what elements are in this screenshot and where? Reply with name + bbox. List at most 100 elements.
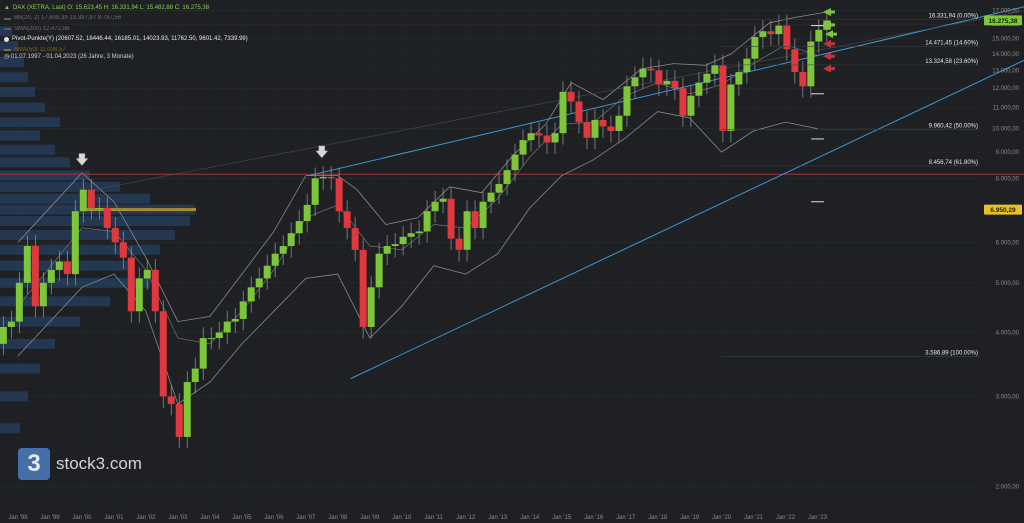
- candle: [191, 368, 199, 383]
- red-arrow-icon: [823, 39, 835, 48]
- candle: [615, 115, 623, 131]
- x-tick-label: Jan '99: [40, 515, 60, 521]
- level-label: 6.950,29: [990, 207, 1016, 214]
- volume-profile-bar: [0, 72, 28, 83]
- volume-profile-bar: [0, 363, 40, 374]
- candle: [95, 208, 103, 210]
- candle: [367, 287, 375, 327]
- candle: [647, 68, 655, 71]
- volume-profile-bar: [0, 170, 90, 181]
- candle: [23, 246, 31, 283]
- candle: [791, 49, 799, 73]
- candle: [39, 282, 47, 307]
- period-label: 01.07.1997 - 01.04.2023 (26 Jahre, 3 Mon…: [10, 54, 134, 60]
- candle: [503, 170, 511, 184]
- down-arrow-marker-icon: [315, 145, 329, 159]
- candle: [399, 236, 407, 245]
- volume-profile-bar: [0, 117, 60, 128]
- y-tick-label: 11.000,00: [993, 106, 1020, 112]
- x-tick-label: Jan '05: [232, 515, 252, 521]
- candle: [255, 278, 263, 288]
- x-tick-label: Jan '19: [680, 515, 700, 521]
- candle: [447, 198, 455, 239]
- last-price-badge: [984, 15, 1022, 26]
- candle: [807, 41, 815, 87]
- candle: [271, 253, 279, 266]
- y-tick-label: 15.000,00: [992, 37, 1019, 43]
- fib-label: 16.331,94 (0.00%): [929, 14, 978, 20]
- candle: [711, 65, 719, 74]
- candle: [479, 201, 487, 228]
- x-tick-label: Jan '17: [616, 515, 636, 521]
- volume-profile-bar: [0, 86, 35, 97]
- candle: [551, 133, 559, 143]
- y-tick-label: 10.000,00: [992, 127, 1019, 133]
- x-tick-label: Jan '01: [104, 515, 124, 521]
- trend-line: [78, 10, 1024, 193]
- candle: [127, 257, 135, 312]
- candle: [543, 135, 551, 143]
- candle: [639, 68, 647, 78]
- volume-profile-bar: [0, 338, 55, 349]
- x-tick-label: Jan '21: [744, 515, 764, 521]
- candle: [407, 233, 415, 237]
- volume-profile-bar: [0, 144, 55, 155]
- candle: [735, 72, 743, 85]
- candle: [535, 133, 543, 136]
- fib-label: 9.960,42 (50.00%): [929, 124, 978, 130]
- candle: [239, 301, 247, 319]
- candle: [463, 211, 471, 250]
- candlestick-series: [0, 9, 831, 449]
- volume-profile-bar: [0, 316, 80, 327]
- x-tick-label: Jan '11: [424, 515, 443, 521]
- level-badge: [984, 204, 1022, 215]
- legend-title: DAX (XETRA, Last) O: 15.623,45 H: 16.331…: [12, 5, 210, 11]
- x-tick-label: Jan '15: [552, 515, 572, 521]
- candle: [703, 73, 711, 83]
- candle: [55, 261, 63, 270]
- candle: [759, 31, 767, 38]
- x-tick-label: Jan '98: [8, 515, 28, 521]
- stock3-logo-icon: 3: [18, 448, 50, 480]
- y-tick-label: 14.000,00: [992, 52, 1019, 58]
- bb-middle: [17, 44, 818, 345]
- volume-profile-bar: [0, 244, 160, 255]
- y-tick-label: 4.000,00: [996, 330, 1020, 336]
- up-arrow-green-icon: [823, 8, 835, 17]
- last-price-label: 16.275,38: [989, 18, 1018, 25]
- candle: [687, 95, 695, 116]
- x-tick-label: Jan '22: [776, 515, 796, 521]
- candle: [751, 37, 759, 59]
- candle: [159, 311, 167, 397]
- x-tick-label: Jan '23: [808, 515, 828, 521]
- volume-profile-bar: [0, 157, 70, 168]
- candle: [327, 176, 335, 179]
- candle: [695, 82, 703, 96]
- candle: [247, 287, 255, 302]
- clock-icon: ◷: [4, 54, 10, 60]
- fibonacci-levels: 16.331,94 (0.00%) 14.471,45 (14.60%) 13.32…: [721, 14, 980, 357]
- volume-profile-bar: [0, 130, 40, 141]
- candle: [495, 183, 503, 193]
- y-tick-label: 9.000,00: [996, 150, 1020, 156]
- candle: [295, 221, 303, 234]
- x-tick-label: Jan '09: [360, 515, 380, 521]
- y-tick-label: 5.000,00: [996, 281, 1020, 287]
- x-tick-label: Jan '16: [584, 515, 604, 521]
- x-tick-label: Jan '06: [264, 515, 284, 521]
- logo-text: stock3.com: [56, 454, 142, 473]
- legend-bb: BB(20, 2) 17.608,39 13.397,97 9.787,56: [14, 15, 122, 22]
- volume-profile-bar: [0, 423, 20, 434]
- candle: [343, 211, 351, 228]
- candle: [119, 242, 127, 258]
- red-arrow-icon: [823, 64, 835, 73]
- x-tick-label: Jan '08: [328, 515, 348, 521]
- chart-legend: ▲ DAX (XETRA, Last) O: 15.623,45 H: 16.3…: [4, 3, 248, 58]
- fib-label: 13.324,58 (23.60%): [925, 59, 978, 65]
- down-arrow-marker-icon: [75, 153, 89, 166]
- candle: [143, 269, 151, 279]
- candle: [215, 332, 223, 339]
- candle: [727, 84, 735, 131]
- candle: [79, 189, 87, 212]
